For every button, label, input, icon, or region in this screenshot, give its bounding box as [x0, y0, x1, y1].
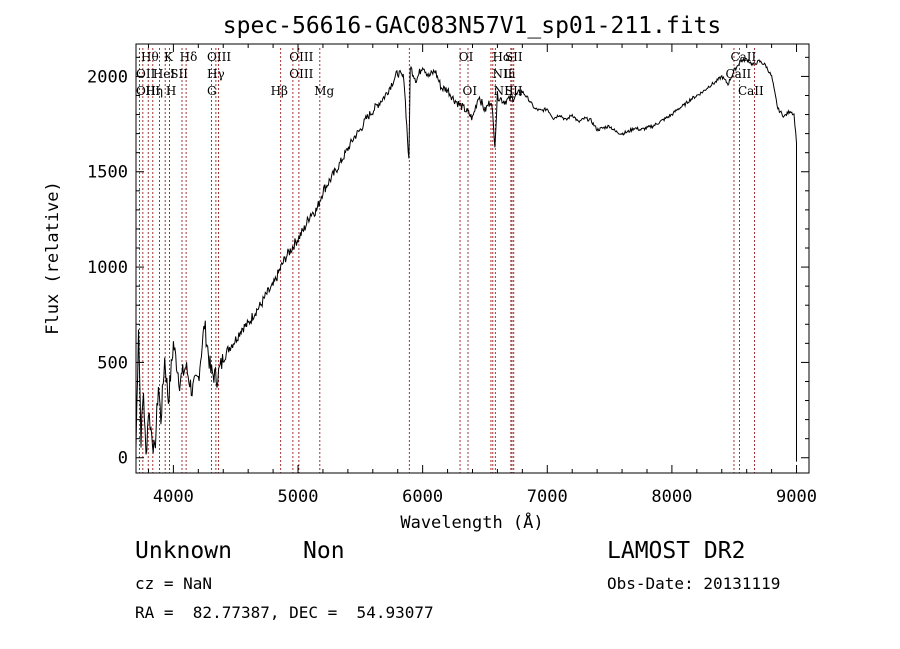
x-tick-label: 4000 [153, 487, 194, 507]
line-label: OI [459, 50, 474, 64]
line-label: CaII [725, 67, 751, 81]
line-label: K [164, 50, 174, 64]
coordinates: RA = 82.77387, DEC = 54.93077 [135, 603, 434, 622]
line-label: H [166, 84, 176, 98]
line-label: Mg [314, 84, 334, 98]
line-label: OIII [289, 67, 313, 81]
line-label: OIII [136, 84, 160, 98]
y-tick-label: 500 [97, 353, 128, 373]
y-axis: 0 500 1000 1500 2000 [87, 56, 809, 469]
x-tick-label: 9000 [776, 487, 817, 507]
object-type: Unknown [135, 538, 232, 564]
line-label: Hη [145, 84, 163, 98]
x-tick-label: 7000 [527, 487, 568, 507]
line-label: Hδ [180, 50, 198, 64]
y-tick-label: 2000 [87, 67, 128, 87]
line-label: Hγ [207, 67, 225, 81]
line-label: OII [136, 67, 156, 81]
line-label: Hβ [271, 84, 288, 98]
spectrum-line [135, 57, 797, 462]
line-label: CaII [730, 50, 756, 64]
x-tick-label: 6000 [402, 487, 443, 507]
line-label: SII [505, 50, 523, 64]
obs-date: Obs-Date: 20131119 [607, 574, 781, 593]
line-label: CaII [738, 84, 764, 98]
line-label: NII [494, 84, 514, 98]
chart-title: spec-56616-GAC083N57V1_sp01-211.fits [223, 13, 722, 39]
line-label: G [207, 84, 217, 98]
line-label: OI [463, 84, 478, 98]
redshift-cz: cz = NaN [135, 574, 213, 593]
line-label: SII [170, 67, 188, 81]
x-tick-label: 8000 [651, 487, 692, 507]
line-label: OIII [289, 50, 313, 64]
reference-lines [138, 48, 755, 473]
line-label: Hα [492, 50, 511, 64]
x-tick-label: 5000 [278, 487, 319, 507]
line-label: HeI [153, 67, 176, 81]
object-subclass: Non [303, 538, 345, 564]
line-label: Li [504, 67, 516, 81]
y-tick-label: 0 [118, 449, 128, 469]
plot-frame [135, 43, 810, 474]
y-tick-label: 1000 [87, 258, 128, 278]
survey-name: LAMOST DR2 [607, 538, 746, 564]
x-axis-label: Wavelength (Å) [400, 511, 543, 533]
line-label: Hθ [141, 50, 159, 64]
line-label: SII [505, 84, 523, 98]
line-label: NII [492, 67, 512, 81]
line-label: OIII [207, 50, 231, 64]
y-tick-label: 1500 [87, 163, 128, 183]
plot-area [135, 57, 797, 462]
y-axis-label: Flux (relative) [43, 181, 63, 335]
x-axis: 4000 5000 6000 7000 8000 9000 [147, 44, 817, 507]
